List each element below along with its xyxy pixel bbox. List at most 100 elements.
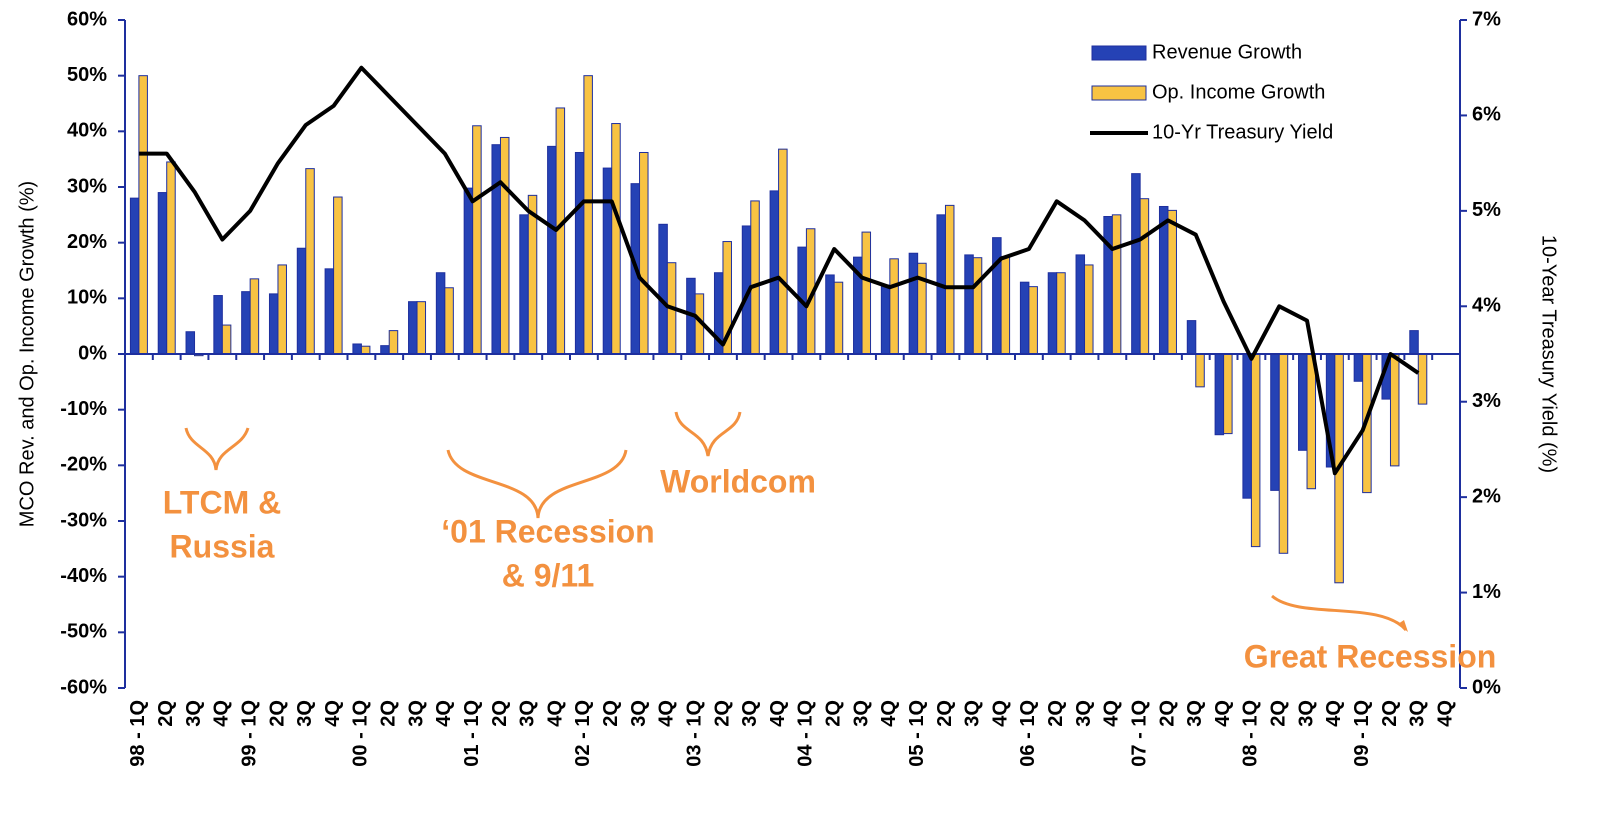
bar [1158,205,1169,355]
x-tick-label: 4Q [211,700,233,727]
y-tick-label: -50% [60,621,107,643]
x-tick-label: 2Q [823,700,845,727]
x-tick-label: 3Q [1407,700,1429,727]
bar [388,330,399,355]
y2-tick-label: 2% [1472,485,1501,507]
bar [1075,254,1086,355]
annotation: LTCM & [163,484,281,520]
x-tick-label: 2Q [1268,700,1290,727]
x-tick-label: 3Q [183,700,205,727]
x-tick-label: 2Q [711,700,733,727]
x-tick-label: 3Q [739,700,761,727]
bar [241,291,251,355]
y-tick-label: 10% [67,287,107,309]
x-tick-label: 99 - 1Q [238,700,260,767]
x-tick-label: 2Q [600,700,622,727]
bar [602,167,613,355]
bar [1417,353,1428,405]
x-tick-label: 01 - 1Q [461,700,483,767]
annotation: ‘01 Recession [441,513,654,549]
bar [908,252,919,355]
y-tick-label: 20% [67,231,107,253]
bar [833,281,844,355]
bar [166,161,176,355]
bar [889,258,899,355]
x-tick-label: 08 - 1Q [1240,700,1262,767]
bar [463,187,474,355]
bar [861,231,872,355]
y-tick-label: -40% [60,565,107,587]
y-tick-label: -60% [60,676,107,698]
bar [1223,353,1233,435]
x-tick-label: 4Q [878,700,900,727]
y-tick-label: 60% [67,8,107,30]
bar [1409,330,1419,355]
y2-tick-label: 6% [1472,104,1501,126]
x-tick-label: 2Q [1379,700,1401,727]
arrow [1271,594,1408,632]
bar [1047,272,1058,355]
bar [1111,214,1122,355]
bar [1389,353,1400,467]
x-tick-label: 4Q [656,700,678,727]
bar [519,214,529,355]
y2-tick-label: 3% [1472,390,1501,412]
bar [825,274,835,355]
x-tick-label: 2Q [378,700,400,727]
bar [1131,173,1141,355]
bar [611,123,621,355]
x-tick-label: 2Q [155,700,177,727]
bar [1306,353,1317,490]
bar [157,192,168,355]
bar [221,324,232,355]
bar [1028,286,1038,355]
x-tick-label: 02 - 1Q [572,700,594,767]
bar [1084,264,1094,355]
legend-label: 10-Yr Treasury Yield [1152,121,1333,143]
bar [213,295,223,355]
bar [1242,353,1252,499]
bar [324,268,335,355]
y-tick-label: -10% [60,398,107,420]
x-tick-label: 4Q [1434,700,1456,727]
bar [1250,353,1261,548]
bar [491,144,501,355]
x-tick-label: 3Q [850,700,872,727]
x-tick-label: 00 - 1Q [350,700,372,767]
x-tick-label: 4Q [1101,700,1123,727]
annotation: Great Recession [1244,638,1497,674]
bar [944,204,955,355]
bar [1103,216,1113,355]
bar [583,75,593,355]
line [138,65,1420,476]
x-tick-label: 4Q [433,700,455,727]
bar [416,301,427,355]
bar [1353,353,1364,382]
bar [1195,353,1205,388]
arrow-head [1398,620,1408,632]
y-tick-label: 50% [67,64,107,86]
bar [547,145,557,355]
annotation: Worldcom [660,463,816,499]
bar [574,151,585,355]
y-axis-title: MCO Rev. and Op. Income Growth (%) [16,181,38,527]
bar [499,136,510,355]
x-tick-label: 3Q [294,700,316,727]
annotation: & 9/11 [502,557,595,593]
y-tick-label: 0% [78,342,107,364]
x-tick-label: 4Q [767,700,789,727]
legend-label: Op. Income Growth [1152,81,1325,103]
bar [472,125,482,355]
bar [1000,256,1011,355]
x-tick-label: 06 - 1Q [1017,700,1039,767]
bar [527,194,538,355]
bar [964,254,974,355]
x-tick-label: 2Q [266,700,288,727]
y2-tick-label: 7% [1472,8,1501,30]
x-tick-label: 3Q [628,700,650,727]
bar [1298,353,1308,451]
annotation: Russia [170,528,275,564]
bar [992,237,1002,355]
bar [1139,198,1150,355]
bar [249,278,260,355]
